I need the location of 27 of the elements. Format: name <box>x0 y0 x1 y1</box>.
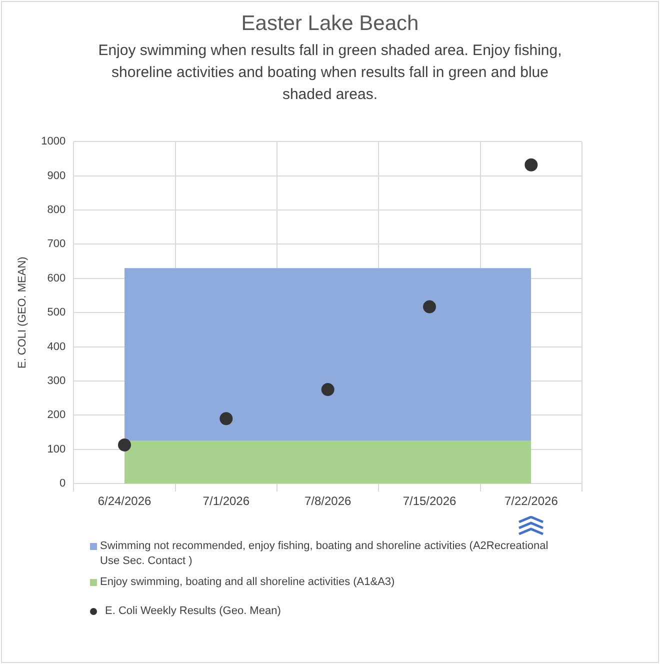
point <box>220 412 233 426</box>
x-tick-label: 7/15/2026 <box>402 494 457 508</box>
x-tick-label: 7/8/2026 <box>304 494 352 508</box>
y-tick-label: 500 <box>47 306 66 319</box>
y-axis-title: E. COLI (GEO. MEAN) <box>16 256 29 369</box>
x-tick-label: 7/22/2026 <box>504 494 558 508</box>
chart-title: Easter Lake Beach <box>240 12 420 36</box>
y-tick-label: 400 <box>47 340 66 353</box>
x-tick-label: 7/1/2026 <box>202 494 250 508</box>
y-tick-label: 1000 <box>41 136 66 148</box>
y-tick-label: 700 <box>47 238 66 250</box>
y-tick-label: 300 <box>47 375 66 388</box>
y-tick-label: 200 <box>47 409 66 422</box>
point <box>321 383 334 396</box>
y-tick-label: 900 <box>47 170 66 182</box>
x-tick-label: 6/24/2026 <box>98 494 152 508</box>
legend-label: Enjoy swimming, boating and all shoreline activities (A1&A3) <box>100 575 395 590</box>
legend-label: E. Coli Weekly Results (Geo. Mean) <box>105 604 281 619</box>
chart-subtitle: Enjoy swimming when results fall in green shaded area. Enjoy fishing, shoreline activities and boating when results fall in green and blue shaded areas. <box>97 41 563 105</box>
legend-label: Swimming not recommended, enjoy fishing, boating and shoreline activities (A2Recreational Use Sec. Contact ) <box>100 539 550 569</box>
point <box>524 158 538 172</box>
point <box>423 300 436 314</box>
point <box>118 438 132 452</box>
y-tick-label: 800 <box>47 204 66 216</box>
y-tick-label: 0 <box>60 478 66 490</box>
y-tick-label: 600 <box>47 272 66 284</box>
y-tick-label: 100 <box>47 443 66 456</box>
